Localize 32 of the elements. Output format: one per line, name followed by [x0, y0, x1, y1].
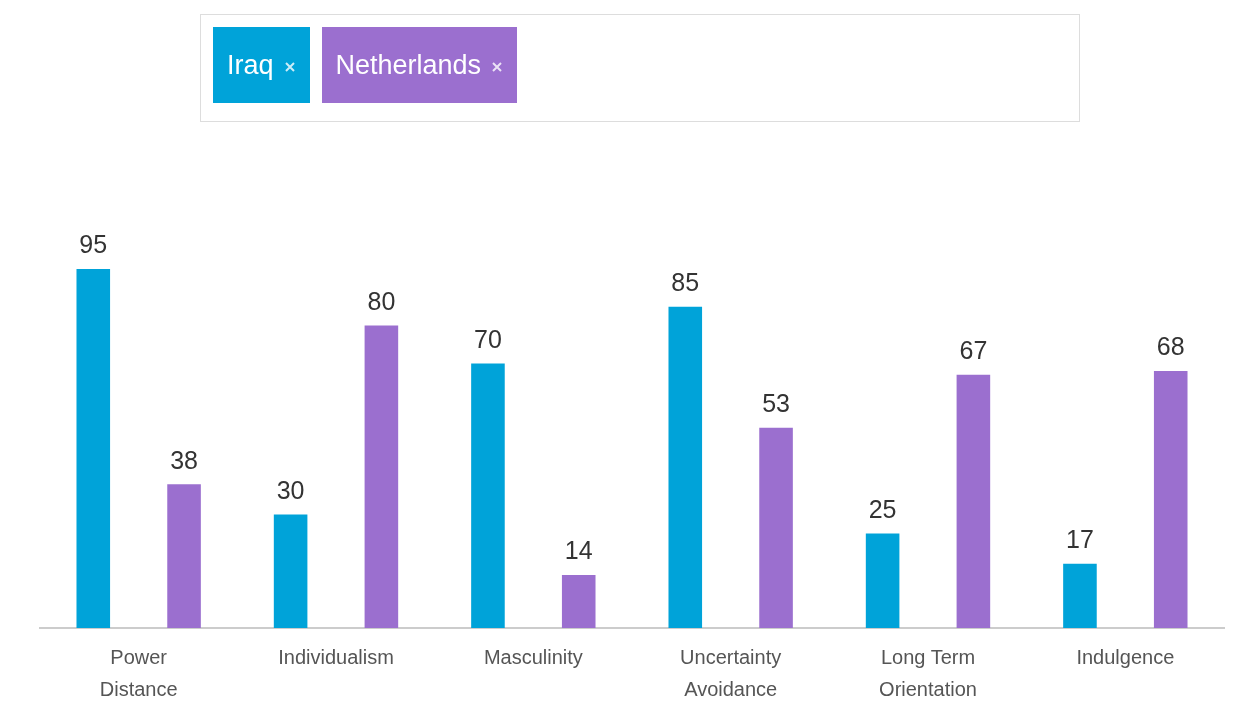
bar — [759, 427, 793, 628]
bar — [167, 484, 201, 628]
bar — [1063, 563, 1097, 628]
data-label: 17 — [1066, 525, 1094, 554]
bar — [865, 533, 900, 628]
data-label: 67 — [959, 336, 988, 365]
x-tick-label: Uncertainty Avoidance — [680, 645, 782, 700]
bar — [1153, 370, 1188, 628]
data-label: 14 — [564, 536, 593, 565]
data-label: 95 — [79, 230, 108, 259]
bar — [76, 268, 111, 628]
x-tick-label: Indulgence — [1076, 645, 1175, 668]
data-label: 25 — [868, 494, 897, 523]
x-tick-label: Long Term Orientation — [879, 645, 977, 700]
data-label: 53 — [762, 389, 790, 418]
data-label: 85 — [671, 268, 700, 297]
bar — [668, 306, 703, 628]
bar — [561, 575, 596, 628]
bar — [273, 514, 308, 628]
data-label: 30 — [276, 475, 305, 504]
x-tick-label: Masculinity — [483, 645, 583, 668]
x-tick-label: Individualism — [278, 645, 394, 668]
data-label: 70 — [474, 324, 502, 353]
data-label: 38 — [170, 445, 198, 474]
text: Netherlands — [335, 50, 482, 80]
x-tick-label: Power Distance — [99, 645, 178, 700]
bar — [364, 325, 399, 628]
bar — [471, 363, 505, 628]
bar — [956, 374, 991, 628]
text: Iraq — [227, 50, 274, 80]
data-label: 80 — [367, 286, 396, 315]
data-label: 68 — [1156, 332, 1185, 361]
